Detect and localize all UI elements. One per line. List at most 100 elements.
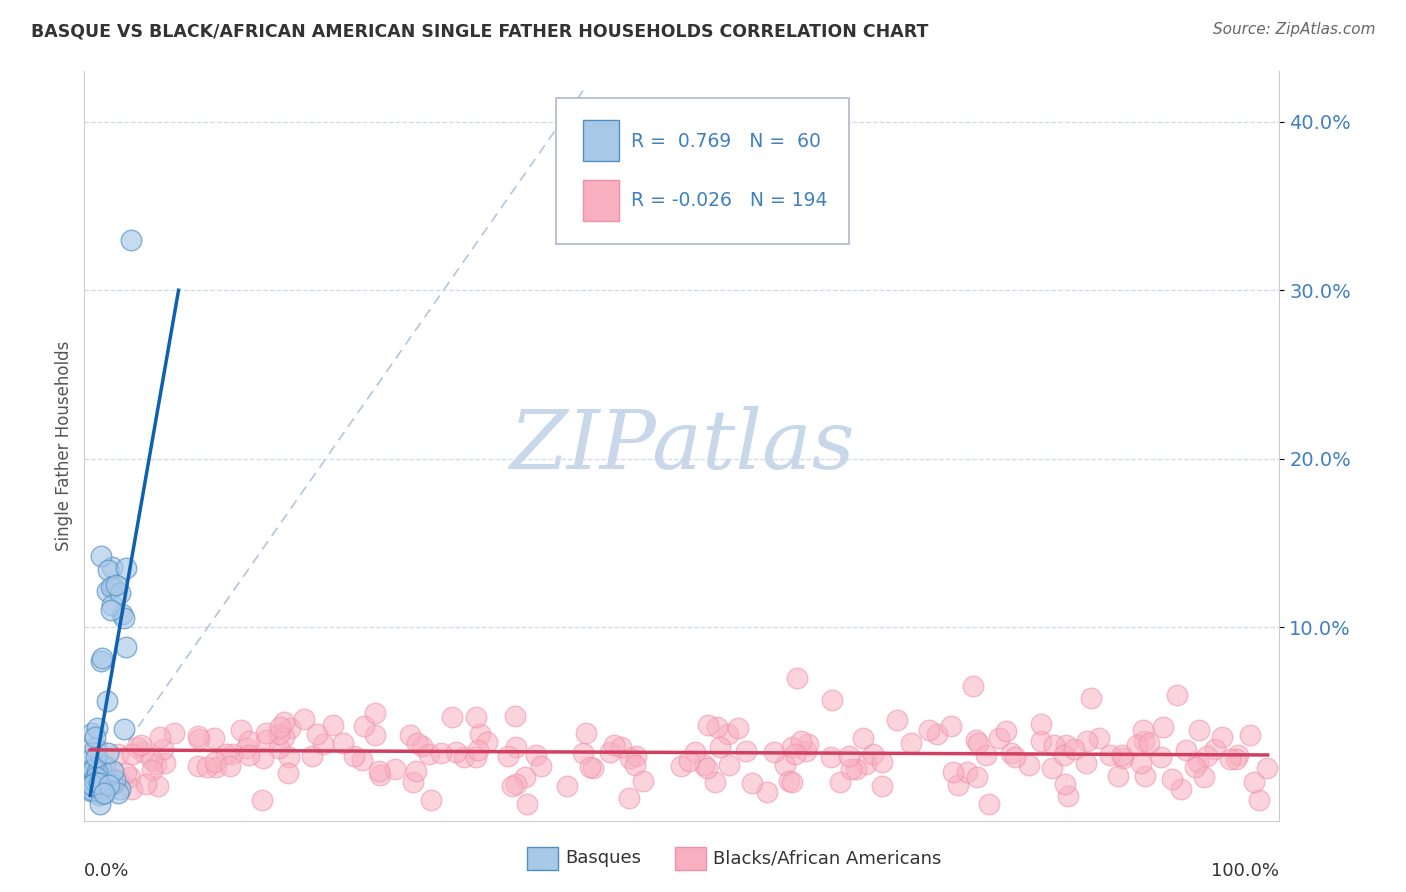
Point <box>163 725 186 739</box>
Point <box>524 747 547 762</box>
Point <box>278 749 301 764</box>
Point <box>693 758 716 772</box>
Point <box>231 723 253 738</box>
Point <box>790 734 813 748</box>
Point <box>633 774 655 789</box>
Point <box>571 746 593 760</box>
Point <box>1054 776 1077 790</box>
Point <box>727 721 749 735</box>
Point <box>301 749 323 764</box>
Point <box>1161 772 1184 786</box>
Point <box>1188 723 1211 737</box>
Point <box>202 731 225 745</box>
Point <box>254 733 277 747</box>
Point <box>610 739 633 754</box>
Point <box>86 750 108 764</box>
Point <box>101 598 124 612</box>
Point <box>786 671 808 685</box>
Point <box>367 764 389 779</box>
Point <box>530 758 553 772</box>
Point <box>112 723 135 737</box>
Point <box>1111 751 1133 765</box>
Point <box>852 731 875 745</box>
Point <box>1111 747 1133 762</box>
Point <box>238 747 260 762</box>
Point <box>582 761 605 775</box>
Point <box>1204 741 1226 756</box>
Point <box>80 784 103 798</box>
Point <box>855 756 877 771</box>
Point <box>87 776 110 790</box>
Point <box>83 740 105 755</box>
Point <box>430 746 453 760</box>
Point <box>267 741 290 756</box>
Point <box>101 777 124 791</box>
Point <box>941 719 963 733</box>
Point <box>1043 739 1066 753</box>
Point <box>453 749 475 764</box>
Point <box>820 750 842 764</box>
Point <box>80 725 103 739</box>
Point <box>1080 690 1102 705</box>
Point <box>735 744 758 758</box>
Point <box>1074 756 1097 770</box>
Point <box>956 764 979 779</box>
Point <box>91 771 114 785</box>
Point <box>221 747 243 761</box>
Point <box>89 797 111 811</box>
Point <box>942 765 965 780</box>
Bar <box>582 120 619 161</box>
Point <box>1243 775 1265 789</box>
Point <box>83 730 105 744</box>
Point <box>277 766 299 780</box>
Point <box>90 763 112 777</box>
Point <box>141 752 163 766</box>
Point <box>82 777 104 791</box>
Point <box>86 721 108 735</box>
Point <box>966 770 988 784</box>
Point <box>475 735 498 749</box>
Point <box>794 744 817 758</box>
Point <box>678 754 700 768</box>
Point <box>100 603 122 617</box>
Point <box>900 736 922 750</box>
Point <box>995 724 1018 739</box>
Point <box>624 748 647 763</box>
Point <box>505 777 527 791</box>
Point <box>141 763 163 777</box>
Point <box>756 785 779 799</box>
Point <box>100 580 122 594</box>
Point <box>709 739 731 754</box>
Point <box>252 751 274 765</box>
Point <box>505 739 527 754</box>
Point <box>135 777 157 791</box>
Point <box>364 728 387 742</box>
Point <box>105 578 128 592</box>
Point <box>305 727 328 741</box>
Point <box>84 780 107 795</box>
Point <box>839 762 862 776</box>
Point <box>1040 761 1063 775</box>
Point <box>112 610 135 624</box>
Point <box>343 749 366 764</box>
Text: Blacks/African Americans: Blacks/African Americans <box>713 849 941 867</box>
Point <box>91 787 114 801</box>
Point <box>350 753 373 767</box>
Point <box>384 762 406 776</box>
Point <box>465 710 488 724</box>
Point <box>86 776 108 790</box>
Point <box>575 726 598 740</box>
Point <box>1031 733 1053 747</box>
Point <box>470 727 492 741</box>
Point <box>1099 748 1122 763</box>
Point <box>86 780 108 794</box>
Point <box>269 720 291 734</box>
Point <box>467 743 489 757</box>
Text: R = -0.026   N = 194: R = -0.026 N = 194 <box>630 192 827 211</box>
Point <box>683 745 706 759</box>
Point <box>599 745 621 759</box>
Point <box>1057 789 1080 804</box>
Point <box>93 786 115 800</box>
Point <box>97 746 120 760</box>
Point <box>962 679 984 693</box>
